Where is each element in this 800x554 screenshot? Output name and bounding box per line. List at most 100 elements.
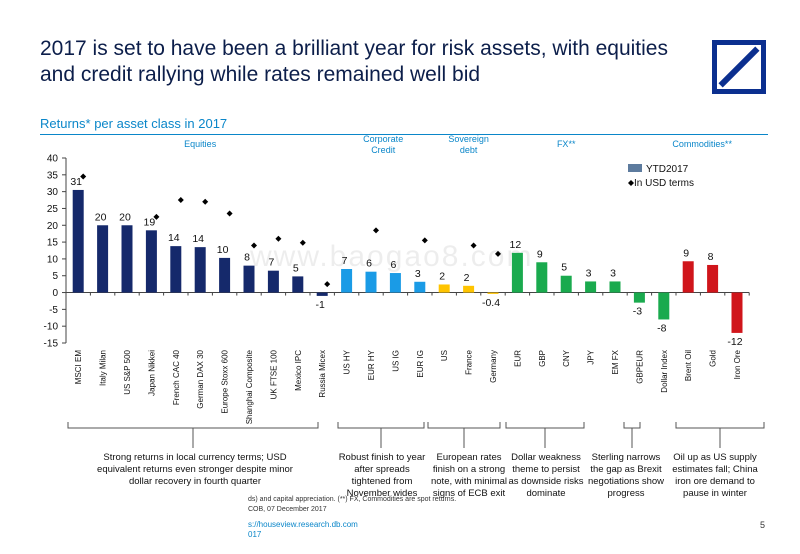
group-label: Credit — [371, 145, 396, 155]
category-label: Europe Stoxx 600 — [221, 349, 230, 413]
bar-cny — [560, 275, 572, 293]
research-link[interactable]: s://houseview.research.db.com — [248, 520, 358, 529]
category-label: Japan Nikkei — [147, 350, 156, 396]
annotation-fx: Dollar weakness theme to persist as down… — [508, 452, 584, 499]
bar-em-fx — [609, 281, 621, 293]
y-tick-label: 30 — [47, 187, 59, 198]
usd-marker — [202, 198, 209, 205]
y-tick-label: 35 — [47, 170, 59, 181]
category-label: France — [465, 349, 474, 374]
bar-gold — [707, 264, 719, 293]
bar-gbpeur — [633, 292, 645, 303]
usd-marker — [153, 213, 160, 220]
category-label: Dollar Index — [660, 350, 669, 393]
bar-france — [463, 285, 475, 293]
footnote-returns: ds) and capital appreciation. (**) FX, C… — [248, 496, 457, 503]
bar-us — [438, 284, 450, 293]
usd-marker — [177, 197, 184, 204]
data-label: 3 — [610, 267, 616, 279]
bar-germany — [487, 292, 499, 294]
bar-dollar-index — [658, 292, 670, 320]
data-label: 20 — [95, 211, 107, 223]
usd-marker — [373, 227, 379, 234]
category-label: US S&P 500 — [123, 349, 132, 394]
category-label: GBPEUR — [635, 350, 644, 384]
bar-uk-ftse-100 — [267, 270, 279, 293]
data-label: 31 — [70, 176, 82, 188]
y-tick-label: 5 — [52, 271, 58, 282]
data-label: 6 — [390, 259, 396, 271]
subtitle-divider — [40, 134, 768, 135]
annotation-bracket — [427, 422, 501, 429]
group-label: FX** — [557, 139, 576, 149]
bar-europe-stoxx-600 — [219, 257, 231, 293]
data-label: 8 — [244, 252, 250, 264]
usd-marker — [299, 239, 306, 246]
data-label: -1 — [316, 299, 325, 311]
data-label: 19 — [144, 216, 156, 228]
data-label: 5 — [561, 262, 567, 274]
data-label: 14 — [192, 233, 204, 245]
legend-ytd-swatch — [628, 164, 642, 172]
usd-marker — [421, 237, 428, 244]
category-label: Italy Milan — [99, 350, 108, 386]
category-label: EUR IG — [416, 350, 425, 378]
usd-marker — [470, 242, 477, 249]
bar-russia-micex — [316, 292, 328, 296]
category-label: French CAC 40 — [172, 349, 181, 405]
annotation-sovereign: European rates finish on a strong note, … — [430, 452, 508, 499]
category-label: CNY — [562, 349, 571, 367]
usd-marker — [275, 235, 282, 242]
usd-marker — [226, 210, 233, 217]
category-label: EUR HY — [367, 349, 376, 380]
legend-usd-label: In USD terms — [634, 178, 694, 189]
data-label: 2 — [439, 270, 445, 282]
legend-usd-marker — [628, 180, 634, 186]
data-label: -12 — [727, 336, 742, 348]
legend-ytd-label: YTD2017 — [646, 164, 689, 175]
category-label: Iron Ore — [733, 349, 742, 379]
data-label: 5 — [293, 262, 299, 274]
annotation-bracket — [67, 422, 319, 429]
data-label: 3 — [415, 268, 421, 280]
page-number: 5 — [760, 520, 766, 530]
category-label: Mexico IPC — [294, 350, 303, 391]
data-label: 6 — [366, 258, 372, 270]
category-label: Brent Oil — [684, 350, 693, 381]
bar-us-hy — [341, 269, 353, 293]
annotation-bracket — [623, 422, 641, 429]
bar-gbp — [536, 262, 548, 293]
group-label: Corporate — [363, 134, 403, 144]
annotation-bracket — [337, 422, 425, 429]
data-label: -3 — [633, 306, 642, 318]
group-label: debt — [460, 145, 478, 155]
usd-marker — [251, 242, 257, 249]
deutsche-bank-logo — [712, 40, 766, 94]
page-title: 2017 is set to have been a brilliant yea… — [40, 37, 668, 86]
y-tick-label: 20 — [47, 221, 59, 232]
y-tick-label: 15 — [47, 238, 59, 249]
bar-us-s-p-500 — [121, 225, 133, 293]
category-label: US IG — [391, 350, 400, 372]
category-label: EUR — [513, 350, 522, 367]
bar-jpy — [585, 281, 597, 293]
bar-eur-hy — [365, 271, 377, 293]
usd-marker — [324, 281, 331, 288]
bar-msci-em — [72, 189, 84, 293]
bar-german-dax-30 — [194, 247, 206, 293]
data-label: 14 — [168, 232, 180, 244]
data-label: -0.4 — [482, 297, 500, 309]
data-label: 7 — [268, 257, 274, 269]
y-tick-label: 0 — [52, 288, 58, 299]
y-tick-label: -15 — [44, 339, 59, 350]
annotation-credit: Robust finish to year after spreads tigh… — [338, 452, 426, 499]
annotation-commodities: Oil up as US supply estimates fall; Chin… — [672, 452, 758, 499]
category-label: US HY — [343, 349, 352, 374]
y-tick-label: -10 — [44, 322, 59, 333]
usd-marker — [80, 173, 87, 180]
bar-brent-oil — [682, 261, 694, 293]
footnote-source: COB, 07 December 2017 — [248, 506, 327, 513]
annotation-equities: Strong returns in local currency terms; … — [97, 452, 293, 487]
category-label: GBP — [538, 350, 547, 367]
